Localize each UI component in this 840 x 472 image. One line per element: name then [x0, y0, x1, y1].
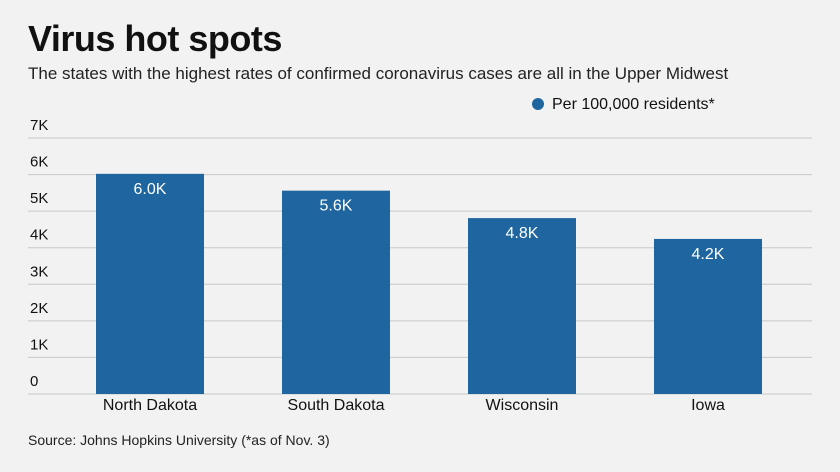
category-label: South Dakota: [288, 397, 385, 414]
bar-value-label: 4.2K: [692, 246, 725, 263]
legend: Per 100,000 residents*: [532, 96, 715, 113]
bar-north-dakota: [96, 173, 204, 394]
bar-value-label: 6.0K: [134, 181, 167, 198]
category-label: Wisconsin: [486, 397, 559, 414]
chart-source: Source: Johns Hopkins University (*as of…: [28, 432, 330, 448]
category-label: North Dakota: [103, 397, 197, 414]
bars: 6.0K 5.6K 4.8K 4.2K: [96, 173, 762, 394]
legend-swatch: [532, 98, 544, 110]
bar-iowa: [654, 238, 762, 394]
y-tick-label: 6K: [30, 154, 48, 171]
chart-title: Virus hot spots: [28, 18, 282, 59]
chart-subtitle: The states with the highest rates of con…: [28, 64, 729, 83]
category-label: Iowa: [691, 397, 725, 414]
y-axis-ticks: 0 1K 2K 3K 4K 5K 6K 7K: [30, 117, 48, 390]
y-tick-label: 1K: [30, 336, 48, 353]
y-tick-label: 2K: [30, 300, 48, 317]
bar-wisconsin: [468, 218, 576, 394]
legend-label: Per 100,000 residents*: [552, 96, 715, 113]
y-tick-label: 4K: [30, 227, 48, 244]
bar-value-label: 5.6K: [320, 198, 353, 215]
bar-south-dakota: [282, 190, 390, 394]
y-tick-label: 7K: [30, 117, 48, 134]
y-tick-label: 0: [30, 373, 38, 390]
y-tick-label: 5K: [30, 190, 48, 207]
bar-value-label: 4.8K: [506, 225, 539, 242]
y-tick-label: 3K: [30, 263, 48, 280]
x-axis-categories: North Dakota South Dakota Wisconsin Iowa: [103, 397, 725, 414]
